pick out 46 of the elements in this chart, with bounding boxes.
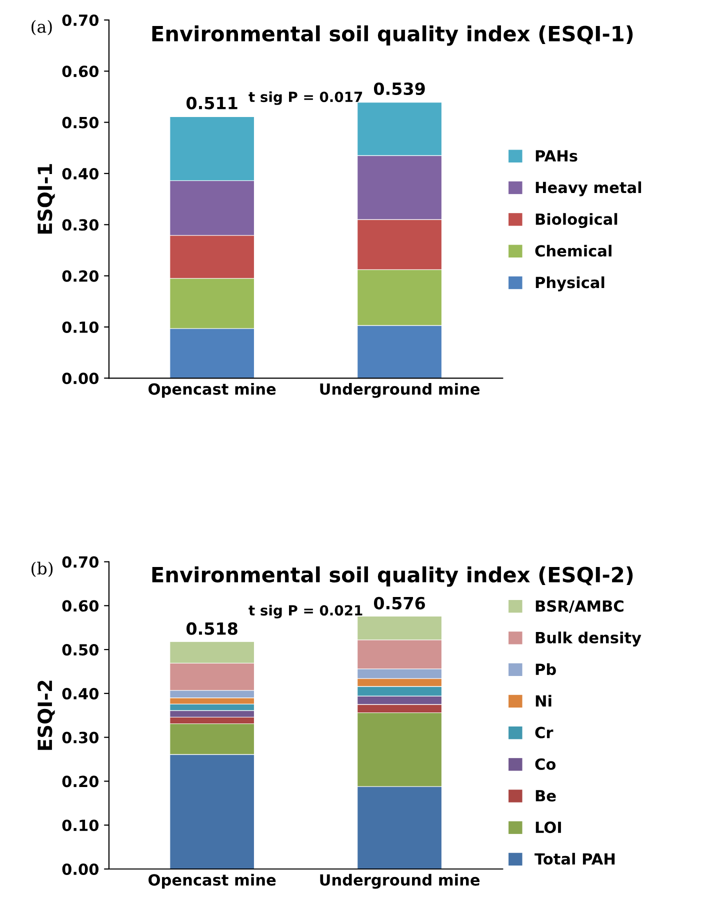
total-label: 0.518 <box>186 622 238 635</box>
y-tick-label: 0.10 <box>62 321 99 333</box>
x-tick-label: Opencast mine <box>148 874 276 889</box>
y-tick-label: 0.00 <box>62 863 99 876</box>
legend-label: Bulk density <box>536 632 642 646</box>
legend-label: PAHs <box>536 150 578 162</box>
annotation: t sig P = 0.017 <box>248 91 362 105</box>
y-tick-label: 0.20 <box>62 270 99 282</box>
legend-label: Chemical <box>535 244 612 257</box>
text: (a) <box>32 20 52 36</box>
x-tick-label: Underground mine <box>320 874 480 889</box>
y-tick-label: 0.70 <box>62 556 99 568</box>
legend-label: Total PAH <box>534 852 615 865</box>
legend-label: BSR/AMBC <box>536 600 624 614</box>
y-tick-label: 0.50 <box>62 116 99 128</box>
text: (b) <box>32 562 53 578</box>
y-tick-label: 0.60 <box>62 66 99 78</box>
y-axis-title: ESQI-2 <box>38 680 55 750</box>
annotation: t sig P = 0.021 <box>248 604 362 618</box>
y-tick-label: 0.30 <box>62 219 99 231</box>
legend-label: Cr <box>535 726 554 738</box>
y-tick-label: 0.60 <box>62 600 99 612</box>
x-tick-label: Opencast mine <box>148 383 276 398</box>
chart-title: Environmental soil quality index (ESQI-1) <box>152 25 633 46</box>
chart-title: Environmental soil quality index (ESQI-2) <box>152 566 633 587</box>
y-tick-label: 0.20 <box>62 776 99 788</box>
legend-label: Co <box>535 758 556 770</box>
y-tick-label: 0.30 <box>62 732 99 744</box>
x-tick-label: Underground mine <box>320 383 480 398</box>
y-tick-label: 0.50 <box>62 644 99 656</box>
y-tick-label: 0.00 <box>62 372 99 384</box>
legend-label: Be <box>536 790 556 802</box>
total-label: 0.576 <box>374 596 425 610</box>
total-label: 0.539 <box>374 82 425 96</box>
legend-label: Ni <box>536 694 552 706</box>
y-tick-label: 0.70 <box>62 14 99 26</box>
y-axis-title: ESQI-1 <box>38 164 55 234</box>
legend-label: Pb <box>536 663 556 676</box>
legend-label: Physical <box>536 276 604 292</box>
legend-label: LOI <box>536 822 561 834</box>
legend-label: Heavy metal <box>536 181 642 196</box>
y-tick-label: 0.10 <box>62 820 99 832</box>
legend-label: Biological <box>536 213 618 228</box>
y-tick-label: 0.40 <box>62 688 99 700</box>
y-tick-label: 0.40 <box>62 168 99 180</box>
total-label: 0.511 <box>186 96 238 110</box>
